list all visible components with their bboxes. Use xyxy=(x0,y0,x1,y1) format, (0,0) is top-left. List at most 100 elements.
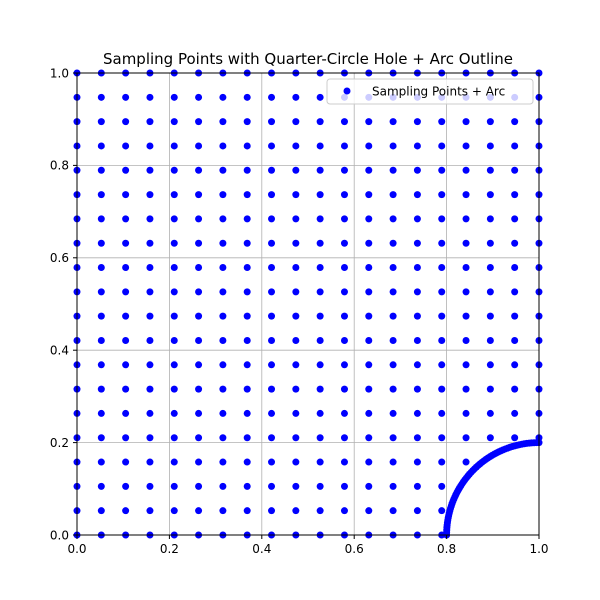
sampling-point xyxy=(365,142,373,150)
grid xyxy=(76,72,540,536)
sampling-point xyxy=(438,409,446,417)
sampling-point xyxy=(413,215,421,223)
sampling-point xyxy=(340,191,348,199)
sampling-point xyxy=(438,385,446,393)
sampling-point xyxy=(292,288,300,296)
sampling-point xyxy=(195,288,203,296)
sampling-point xyxy=(122,409,130,417)
sampling-point xyxy=(462,118,470,126)
sampling-point xyxy=(389,409,397,417)
sampling-point xyxy=(438,288,446,296)
sampling-point xyxy=(413,191,421,199)
sampling-point xyxy=(97,361,105,369)
sampling-point xyxy=(486,191,494,199)
sampling-point xyxy=(438,482,446,490)
sampling-point xyxy=(122,336,130,344)
legend-label: Sampling Points + Arc xyxy=(372,85,505,99)
sampling-point xyxy=(97,507,105,515)
sampling-point xyxy=(243,239,251,247)
sampling-point xyxy=(195,361,203,369)
x-tick-label: 0.0 xyxy=(67,542,86,556)
sampling-point xyxy=(316,409,324,417)
sampling-point xyxy=(146,288,154,296)
sampling-point xyxy=(97,191,105,199)
sampling-point xyxy=(146,458,154,466)
sampling-point xyxy=(365,118,373,126)
sampling-point xyxy=(170,361,178,369)
sampling-point xyxy=(340,312,348,320)
sampling-point xyxy=(389,118,397,126)
sampling-point xyxy=(170,191,178,199)
sampling-point xyxy=(268,507,276,515)
sampling-point xyxy=(486,142,494,150)
sampling-point xyxy=(170,434,178,442)
sampling-point xyxy=(316,264,324,272)
sampling-point xyxy=(316,166,324,174)
sampling-point xyxy=(292,118,300,126)
sampling-point xyxy=(438,264,446,272)
sampling-point xyxy=(219,434,227,442)
sampling-point xyxy=(268,434,276,442)
sampling-point xyxy=(462,264,470,272)
sampling-point xyxy=(170,312,178,320)
sampling-point xyxy=(122,239,130,247)
sampling-point xyxy=(462,409,470,417)
sampling-point xyxy=(146,482,154,490)
sampling-point xyxy=(122,264,130,272)
sampling-point xyxy=(243,118,251,126)
sampling-point xyxy=(219,118,227,126)
sampling-point xyxy=(122,434,130,442)
sampling-point xyxy=(316,336,324,344)
sampling-point xyxy=(486,385,494,393)
sampling-point xyxy=(243,409,251,417)
sampling-point xyxy=(462,288,470,296)
y-tick-label: 0.0 xyxy=(50,528,69,542)
sampling-point xyxy=(316,482,324,490)
sampling-point xyxy=(365,361,373,369)
sampling-point xyxy=(438,312,446,320)
sampling-point xyxy=(219,507,227,515)
sampling-points xyxy=(73,69,543,539)
sampling-point xyxy=(122,361,130,369)
sampling-point xyxy=(365,434,373,442)
sampling-point xyxy=(365,336,373,344)
sampling-point xyxy=(340,118,348,126)
sampling-point xyxy=(122,215,130,223)
y-tick-label: 0.2 xyxy=(50,436,69,450)
sampling-point xyxy=(268,458,276,466)
sampling-point xyxy=(170,409,178,417)
sampling-point xyxy=(340,142,348,150)
sampling-point xyxy=(243,385,251,393)
sampling-point xyxy=(389,434,397,442)
sampling-point xyxy=(486,288,494,296)
sampling-point xyxy=(462,458,470,466)
sampling-point xyxy=(340,458,348,466)
sampling-point xyxy=(122,507,130,515)
sampling-point xyxy=(122,458,130,466)
sampling-point xyxy=(170,482,178,490)
sampling-point xyxy=(486,336,494,344)
sampling-point xyxy=(462,434,470,442)
sampling-point xyxy=(340,239,348,247)
sampling-point xyxy=(292,409,300,417)
sampling-point xyxy=(511,385,519,393)
sampling-point xyxy=(413,482,421,490)
sampling-point xyxy=(292,215,300,223)
sampling-point xyxy=(195,336,203,344)
sampling-point xyxy=(219,166,227,174)
sampling-point xyxy=(389,264,397,272)
sampling-point xyxy=(122,142,130,150)
sampling-point xyxy=(413,507,421,515)
sampling-point xyxy=(413,239,421,247)
sampling-point xyxy=(316,288,324,296)
x-tick-label: 0.6 xyxy=(345,542,364,556)
sampling-point xyxy=(195,385,203,393)
sampling-point xyxy=(219,336,227,344)
sampling-point xyxy=(146,239,154,247)
sampling-point xyxy=(170,288,178,296)
sampling-point xyxy=(195,312,203,320)
sampling-point xyxy=(438,336,446,344)
sampling-point xyxy=(462,336,470,344)
sampling-point xyxy=(413,312,421,320)
sampling-point xyxy=(413,264,421,272)
